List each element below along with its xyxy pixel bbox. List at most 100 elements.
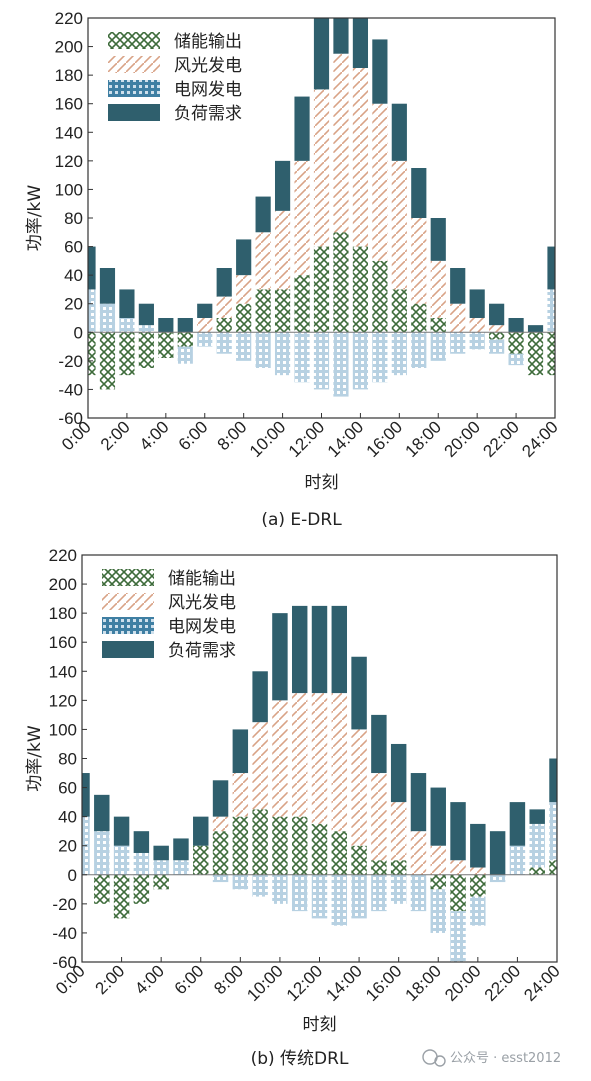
bar-storage-h1 (99, 332, 116, 390)
legend-swatch-storage (102, 569, 154, 586)
x-axis-label: 时刻 (303, 1015, 337, 1035)
bar-renewable-h13 (331, 693, 348, 832)
bar-load-h8 (236, 239, 252, 276)
bar-storage-h14 (352, 246, 369, 333)
bar-load-h14 (351, 656, 367, 730)
legend-swatch-load (108, 104, 160, 121)
x-tick-label: 8:00 (210, 961, 247, 998)
bar-load-h11 (291, 605, 308, 694)
bar-load-h4 (158, 318, 174, 333)
bar-storage-h2 (113, 874, 130, 919)
bar-grid-h10 (274, 332, 291, 376)
y-tick-label: 160 (55, 95, 83, 114)
x-tick-label: 10:00 (246, 417, 290, 461)
bar-load-h19 (450, 802, 466, 861)
bar-load-h5 (177, 318, 193, 333)
legend-swatch-grid (102, 617, 154, 634)
bar-grid-h21 (489, 339, 505, 354)
legend-swatch-grid (108, 80, 160, 97)
bar-grid-h18 (430, 889, 446, 933)
y-tick-label: 200 (49, 575, 77, 594)
bar-grid-h12 (313, 332, 330, 390)
bar-grid-h20 (469, 332, 485, 350)
bar-load-h1 (99, 268, 116, 304)
bar-grid-h10 (272, 874, 288, 904)
bar-storage-h18 (430, 874, 446, 890)
bar-grid-h9 (255, 332, 271, 368)
bar-storage-h24 (547, 332, 555, 376)
x-tick-label: 14:00 (322, 961, 366, 1005)
bar-storage-h13 (331, 831, 348, 875)
y-tick-label: 20 (58, 837, 77, 856)
bar-renewable-h9 (252, 722, 268, 810)
bar-renewable-h21 (489, 325, 505, 333)
bar-load-h0 (82, 773, 90, 817)
bar-storage-h7 (216, 318, 232, 333)
bar-load-h13 (333, 18, 349, 54)
chart-caption: (a) E-DRL (261, 510, 342, 530)
bar-load-h3 (133, 831, 150, 853)
bar-grid-h3 (133, 852, 150, 875)
x-tick-label: 18:00 (402, 961, 446, 1005)
bar-storage-h9 (255, 289, 271, 333)
y-tick-label: 100 (49, 720, 77, 739)
bar-load-h7 (212, 780, 229, 817)
bar-load-h20 (470, 823, 486, 868)
bar-grid-h7 (216, 332, 232, 354)
bar-load-h20 (469, 289, 485, 318)
x-axis-label: 时刻 (305, 473, 339, 493)
bar-load-h17 (411, 168, 427, 218)
legend-label-renewable: 风光发电 (174, 56, 242, 76)
bar-renewable-h8 (232, 773, 249, 817)
bar-load-h7 (216, 268, 232, 297)
legend-label-storage: 储能输出 (174, 32, 242, 52)
bar-load-h12 (313, 18, 330, 90)
bar-load-h10 (272, 613, 288, 701)
bar-grid-h15 (371, 874, 387, 912)
bar-renewable-h17 (410, 831, 427, 875)
y-tick-label: -60 (58, 409, 83, 428)
bar-renewable-h12 (311, 693, 328, 824)
bar-storage-h24 (549, 860, 557, 875)
bar-grid-h17 (410, 874, 427, 912)
bar-storage-h10 (274, 289, 291, 333)
bar-load-h6 (197, 303, 213, 318)
bar-load-h16 (390, 743, 407, 803)
bar-storage-h22 (508, 332, 524, 354)
x-tick-label: 12:00 (285, 417, 329, 461)
bar-storage-h8 (232, 816, 249, 875)
bar-load-h12 (311, 605, 328, 694)
bar-storage-h3 (138, 332, 154, 368)
bar-grid-h18 (430, 332, 446, 361)
bar-storage-h14 (351, 845, 367, 875)
x-tick-label: 22:00 (479, 417, 523, 461)
x-tick-label: 18:00 (402, 417, 446, 461)
bar-grid-h6 (197, 332, 213, 347)
bar-renewable-h10 (272, 700, 288, 817)
y-tick-label: 220 (49, 546, 77, 565)
x-tick-label: 24:00 (520, 961, 564, 1005)
bar-load-h0 (88, 246, 96, 290)
bar-grid-h5 (177, 346, 193, 364)
y-tick-label: 180 (55, 66, 83, 85)
y-tick-label: -20 (52, 895, 77, 914)
legend-label-load: 负荷需求 (174, 104, 242, 124)
bar-load-h18 (430, 787, 446, 846)
y-tick-label: 140 (55, 123, 83, 142)
bar-load-h3 (138, 303, 154, 326)
bar-grid-h3 (138, 325, 154, 333)
bar-renewable-h11 (294, 160, 310, 276)
bar-storage-h12 (311, 823, 328, 875)
bar-renewable-h17 (411, 218, 427, 304)
bar-storage-h0 (88, 332, 96, 376)
bar-load-h6 (193, 816, 209, 846)
legend-label-grid: 电网发电 (168, 617, 236, 637)
bar-load-h19 (450, 268, 466, 304)
bars-group (88, 18, 555, 397)
bar-storage-h12 (313, 246, 330, 333)
bar-grid-h13 (333, 332, 349, 397)
wechat-icon-dot (434, 1055, 446, 1067)
bar-grid-h0 (88, 289, 96, 333)
bar-grid-h15 (372, 332, 388, 383)
